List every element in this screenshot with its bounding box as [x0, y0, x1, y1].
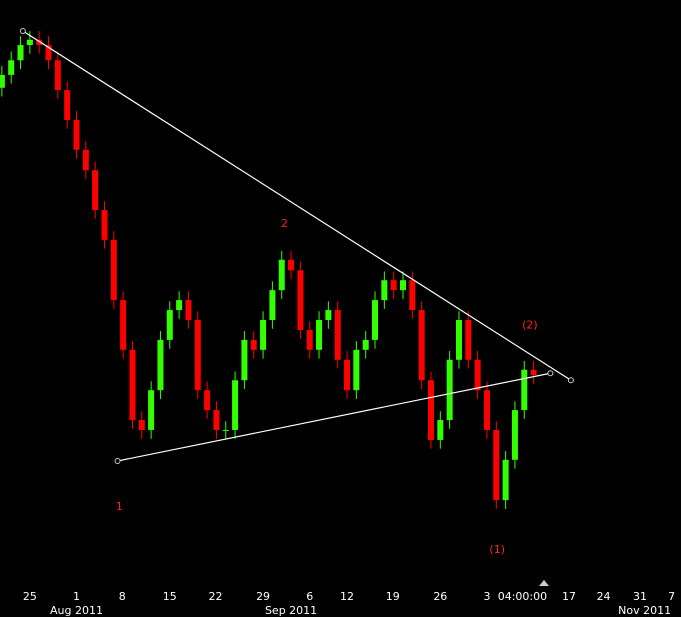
x-month-label: Sep 2011: [265, 604, 317, 617]
trendline-handle: [114, 457, 121, 464]
candle-body: [381, 280, 388, 301]
candle-body: [82, 149, 89, 171]
trendline-handle: [567, 377, 574, 384]
x-tick-label: 8: [119, 590, 126, 603]
candle-body: [334, 310, 341, 360]
candle-body: [45, 45, 52, 61]
candle-body: [110, 239, 117, 301]
candle-body: [502, 459, 509, 501]
candle-body: [278, 259, 285, 291]
x-tick-label: 24: [597, 590, 611, 603]
trendline: [22, 30, 572, 381]
candle-body: [250, 339, 257, 350]
cursor-marker: [539, 580, 549, 586]
x-tick-label: 15: [163, 590, 177, 603]
candle-body: [8, 60, 15, 75]
candle-body: [316, 319, 323, 350]
x-tick-label: 12: [340, 590, 354, 603]
x-tick-label: 31: [633, 590, 647, 603]
candle-body: [26, 39, 33, 46]
candle-body: [530, 369, 537, 375]
candle-body: [427, 380, 434, 440]
candle-body: [474, 359, 481, 391]
x-tick-label: 6: [306, 590, 313, 603]
candle-body: [483, 390, 490, 430]
x-tick-label: 29: [256, 590, 270, 603]
candle-body: [521, 369, 528, 411]
candle-body: [64, 90, 71, 120]
candle-body: [36, 39, 43, 46]
trendline-handle: [19, 28, 26, 35]
trendline-handle: [547, 370, 554, 377]
candle-body: [185, 300, 192, 320]
candle-body: [166, 310, 173, 340]
candle-body: [138, 420, 145, 430]
candle-body: [306, 329, 313, 350]
candle-body: [455, 319, 462, 360]
candle-body: [269, 290, 276, 320]
candle-body: [409, 280, 416, 311]
x-tick-label: 7: [668, 590, 675, 603]
candle-body: [17, 45, 24, 61]
candle-body: [297, 270, 304, 330]
candle-body: [176, 300, 183, 311]
x-tick-label: 19: [386, 590, 400, 603]
candle-body: [241, 339, 248, 381]
wave-label: 2: [281, 217, 288, 230]
candle-body: [194, 319, 201, 391]
candle-body: [390, 280, 397, 291]
candle-body: [437, 420, 444, 440]
candle-body: [446, 359, 453, 421]
candle-body: [325, 310, 332, 320]
candle-body: [120, 300, 127, 350]
candle-body: [148, 390, 155, 430]
candle-body: [372, 300, 379, 340]
x-tick-label: 25: [23, 590, 37, 603]
candle-body: [344, 359, 351, 391]
candle-body: [204, 390, 211, 411]
candle-body: [0, 74, 5, 88]
x-month-label: Aug 2011: [50, 604, 103, 617]
x-tick-label: 17: [562, 590, 576, 603]
candle-body: [400, 280, 407, 291]
candle-body: [511, 410, 518, 460]
candle-body: [92, 170, 99, 211]
candle-body: [101, 210, 108, 240]
candle-body: [129, 349, 136, 421]
candle-body: [73, 119, 80, 150]
candle-body: [288, 259, 295, 271]
wave-label: (2): [522, 318, 538, 331]
candle-body: [260, 319, 267, 350]
x-tick-label: 04:00:00: [498, 590, 547, 603]
candle-body: [222, 429, 229, 431]
candle-body: [213, 410, 220, 430]
candle-body: [493, 429, 500, 501]
wave-label: (1): [489, 543, 505, 556]
candle-body: [418, 310, 425, 381]
x-tick-label: 3: [483, 590, 490, 603]
trendline: [117, 372, 551, 462]
candle-body: [157, 339, 164, 391]
x-month-label: Nov 2011: [618, 604, 671, 617]
wave-label: 1: [116, 500, 123, 513]
candle-body: [362, 339, 369, 350]
candle-body: [232, 380, 239, 430]
x-tick-label: 22: [208, 590, 222, 603]
x-tick-label: 26: [433, 590, 447, 603]
x-tick-label: 1: [73, 590, 80, 603]
candle-body: [54, 60, 61, 91]
candle-body: [353, 349, 360, 391]
candle-body: [465, 319, 472, 360]
